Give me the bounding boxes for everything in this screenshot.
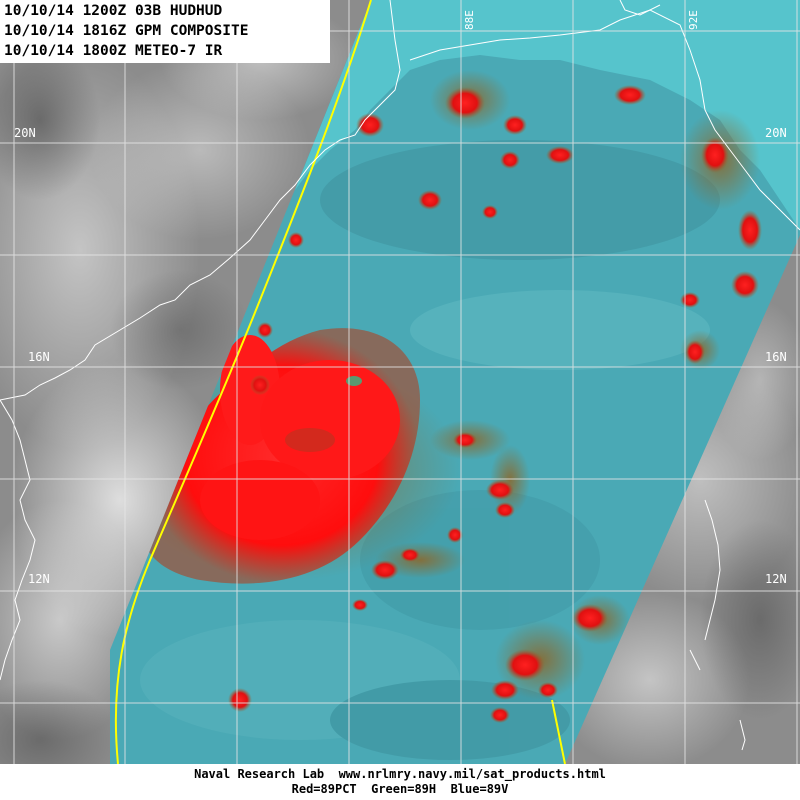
lat-label-16n-left: 16N	[28, 350, 50, 364]
header-line-meteo: 10/10/14 1800Z METEO-7 IR	[4, 43, 223, 59]
header-line-gpm: 10/10/14 1816Z GPM COMPOSITE	[4, 23, 249, 39]
lat-label-16n-right: 16N	[765, 350, 787, 364]
header-line-storm: 10/10/14 1200Z 03B HUDHUD	[4, 3, 223, 19]
footer-credit: Naval Research Lab www.nrlmry.navy.mil/s…	[194, 767, 606, 781]
swath-edge	[114, 0, 566, 765]
lon-label-92e: 92E	[687, 10, 700, 30]
lon-label-88e: 88E	[463, 10, 476, 30]
footer-channels: Red=89PCT Green=89H Blue=89V	[291, 782, 509, 796]
lat-label-20n-right: 20N	[765, 126, 787, 140]
lat-lon-grid	[0, 0, 800, 764]
convective-core	[120, 328, 460, 584]
lat-label-20n-left: 20N	[14, 126, 36, 140]
lat-label-12n-left: 12N	[28, 572, 50, 586]
coastline	[0, 0, 800, 751]
lat-label-12n-right: 12N	[765, 572, 787, 586]
footer: Naval Research Lab www.nrlmry.navy.mil/s…	[0, 764, 800, 800]
convective-cells	[222, 85, 762, 723]
header-box: 10/10/14 1200Z 03B HUDHUD 10/10/14 1816Z…	[0, 0, 330, 63]
